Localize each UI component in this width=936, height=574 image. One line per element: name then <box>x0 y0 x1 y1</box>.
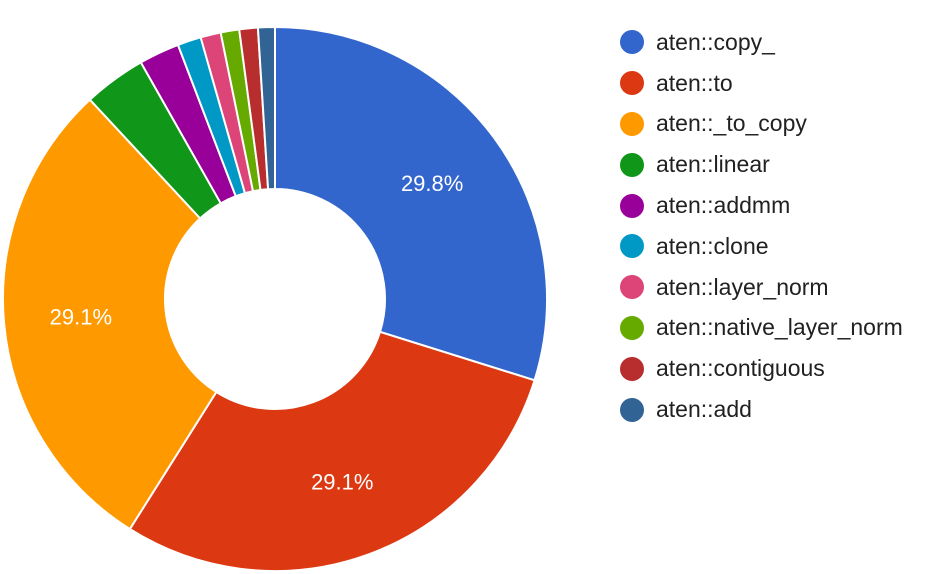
legend-label: aten::layer_norm <box>656 273 829 300</box>
legend-item[interactable]: aten::clone <box>620 226 903 267</box>
legend-swatch <box>620 30 644 55</box>
legend-swatch <box>620 397 644 422</box>
legend-swatch <box>620 152 644 177</box>
legend-label: aten::contiguous <box>656 355 825 382</box>
legend-label: aten::_to_copy <box>656 110 807 137</box>
legend-swatch <box>620 234 644 259</box>
legend-item[interactable]: aten::add <box>620 389 903 430</box>
slice-9[interactable] <box>256 25 276 191</box>
legend-swatch <box>620 111 644 136</box>
legend-label: aten::add <box>656 396 752 423</box>
legend-item[interactable]: aten::_to_copy <box>620 104 903 145</box>
legend-item[interactable]: aten::to <box>620 63 903 104</box>
slice-label-1: 29.1% <box>311 470 373 495</box>
legend-label: aten::clone <box>656 232 769 259</box>
legend-swatch <box>620 275 644 300</box>
legend-item[interactable]: aten::native_layer_norm <box>620 308 903 349</box>
slice-label-0: 29.8% <box>401 171 463 196</box>
legend-swatch <box>620 315 644 340</box>
legend-item[interactable]: aten::copy_ <box>620 22 903 63</box>
slice-label-2: 29.1% <box>50 305 112 330</box>
legend-item[interactable]: aten::layer_norm <box>620 267 903 308</box>
legend-label: aten::linear <box>656 151 770 178</box>
legend-swatch <box>620 71 644 96</box>
legend-item[interactable]: aten::contiguous <box>620 348 903 389</box>
slice-0[interactable] <box>274 25 548 382</box>
legend-label: aten::copy_ <box>656 28 775 55</box>
slice-1[interactable] <box>128 330 536 572</box>
legend-label: aten::native_layer_norm <box>656 314 903 341</box>
legend-swatch <box>620 356 644 381</box>
legend-label: aten::to <box>656 69 733 96</box>
donut-chart-svg: 29.8% 29.1% 29.1% <box>2 25 548 572</box>
legend-label: aten::addmm <box>656 192 791 219</box>
legend-item[interactable]: aten::linear <box>620 144 903 185</box>
legend-swatch <box>620 193 644 218</box>
slice-2[interactable] <box>2 98 218 531</box>
legend-item[interactable]: aten::addmm <box>620 185 903 226</box>
